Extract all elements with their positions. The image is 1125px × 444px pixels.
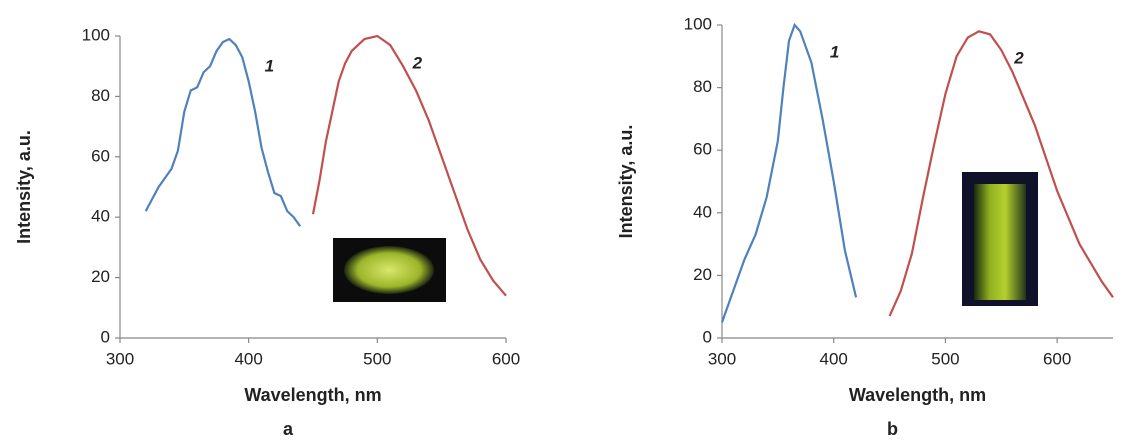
series-annotation: 2 — [1013, 49, 1024, 68]
x-tick-label: 600 — [1043, 349, 1071, 368]
series-annotation: 1 — [830, 42, 839, 61]
y-tick-label: 20 — [693, 265, 712, 284]
y-tick-label: 40 — [91, 207, 110, 226]
x-tick-label: 400 — [234, 349, 262, 368]
x-tick-label: 400 — [820, 349, 848, 368]
inset-glow — [344, 246, 434, 294]
x-tick-label: 500 — [931, 349, 959, 368]
x-tick-label: 600 — [492, 349, 520, 368]
y-axis-label: Intensity, a.u. — [616, 125, 636, 239]
y-tick-label: 100 — [82, 25, 110, 44]
y-axis-label: Intensity, a.u. — [14, 130, 34, 244]
y-tick-label: 60 — [91, 146, 110, 165]
panel-label: a — [283, 419, 294, 439]
panel-label: b — [887, 419, 898, 439]
x-axis-label: Wavelength, nm — [244, 385, 381, 405]
series-line — [888, 30, 1114, 317]
y-tick-label: 0 — [101, 327, 110, 346]
inset-cuvette — [974, 184, 1026, 300]
y-tick-label: 20 — [91, 267, 110, 286]
x-axis-label: Wavelength, nm — [849, 385, 986, 405]
y-tick-label: 80 — [693, 77, 712, 96]
y-tick-label: 40 — [693, 202, 712, 221]
x-tick-label: 500 — [363, 349, 391, 368]
series-line — [720, 22, 858, 323]
x-tick-label: 300 — [708, 349, 736, 368]
series-line — [311, 34, 507, 297]
y-tick-label: 0 — [703, 327, 712, 346]
series-annotation: 2 — [412, 53, 423, 72]
y-tick-label: 60 — [693, 140, 712, 159]
y-tick-label: 80 — [91, 86, 110, 105]
series-line — [144, 37, 302, 227]
series-annotation: 1 — [265, 57, 274, 76]
x-tick-label: 300 — [106, 349, 134, 368]
y-tick-label: 100 — [684, 14, 712, 33]
